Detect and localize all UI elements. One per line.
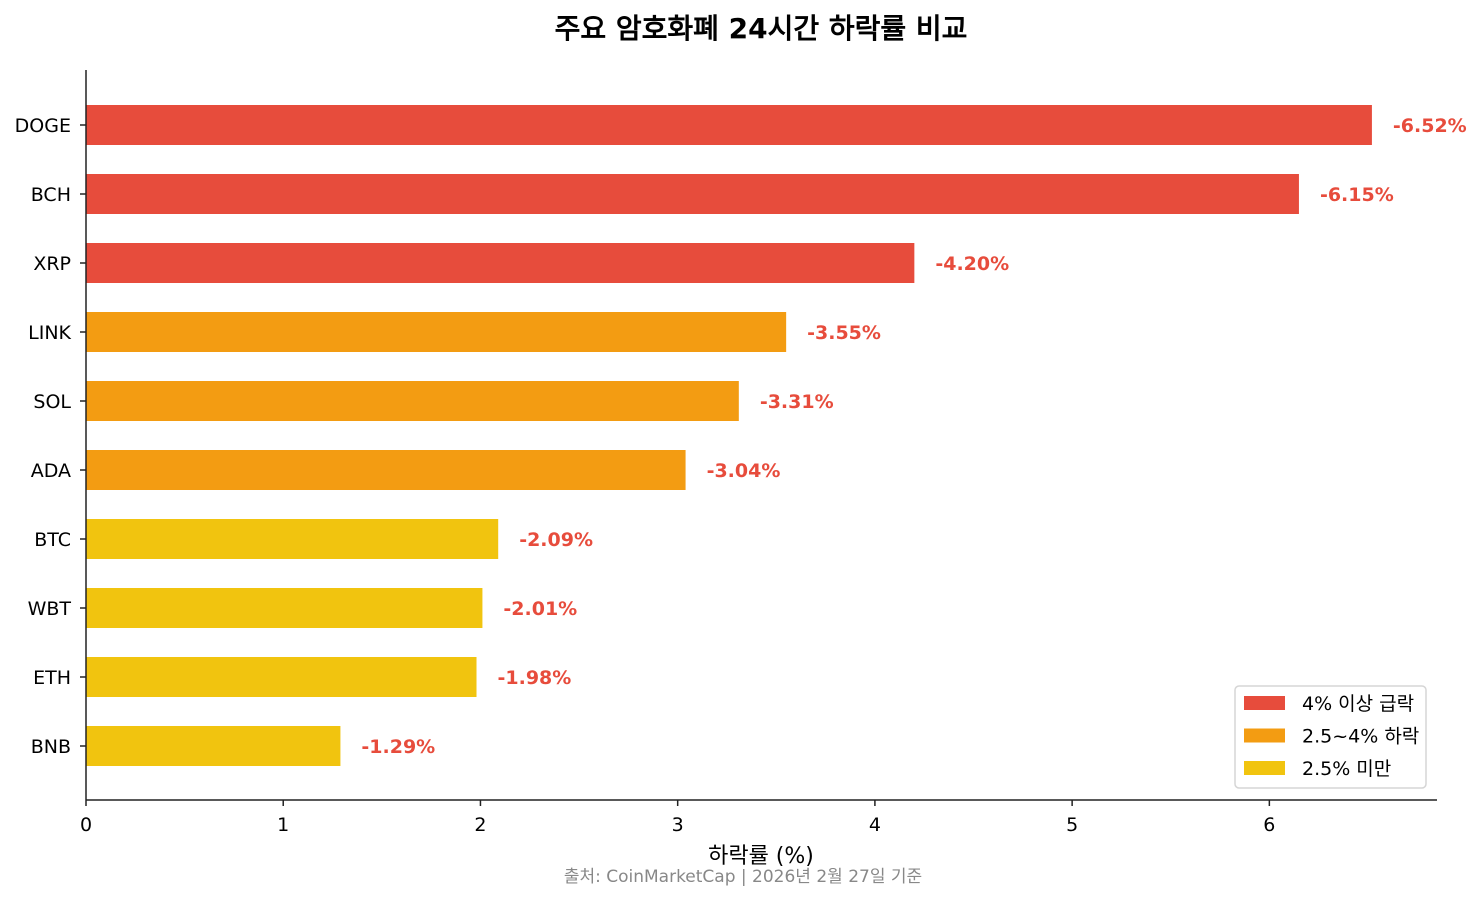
bar-doge [86, 105, 1372, 145]
bar-bnb [86, 726, 341, 766]
x-tick-label: 6 [1263, 814, 1275, 836]
bar-xrp [86, 243, 915, 283]
data-label: -2.01% [503, 598, 577, 620]
y-tick-label: BCH [31, 184, 71, 206]
data-label: -2.09% [519, 529, 593, 551]
data-label: -6.52% [1393, 115, 1467, 137]
y-tick-label: BTC [34, 529, 71, 551]
bar-eth [86, 657, 477, 697]
bar-bch [86, 174, 1299, 214]
x-tick-label: 4 [869, 814, 881, 836]
chart-title: 주요 암호화폐 24시간 하락률 비교 [555, 12, 968, 45]
x-tick-label: 0 [80, 814, 92, 836]
x-tick-label: 5 [1066, 814, 1078, 836]
data-label: -3.55% [807, 322, 881, 344]
legend-swatch [1244, 761, 1285, 775]
y-tick-label: ADA [31, 460, 71, 482]
data-label: -3.04% [707, 460, 781, 482]
legend-label: 2.5% 미만 [1302, 758, 1391, 780]
bar-ada [86, 450, 686, 490]
data-label: -1.29% [361, 736, 435, 758]
y-tick-label: LINK [28, 322, 71, 344]
legend-swatch [1244, 696, 1285, 710]
x-tick-label: 3 [672, 814, 684, 836]
data-label: -4.20% [935, 253, 1009, 275]
bar-wbt [86, 588, 483, 628]
legend-label: 4% 이상 급락 [1302, 693, 1414, 715]
data-label: -1.98% [498, 667, 572, 689]
legend-swatch [1244, 728, 1285, 743]
y-tick-label: DOGE [15, 115, 71, 137]
y-tick-label: XRP [33, 253, 71, 275]
legend: 4% 이상 급락 2.5~4% 하락 2.5% 미만 [1234, 685, 1427, 789]
source-note: 출처: CoinMarketCap | 2026년 2월 27일 기준 [564, 867, 922, 887]
data-label: -3.31% [760, 391, 834, 413]
y-tick-label: BNB [31, 736, 71, 758]
y-tick-label: ETH [33, 667, 71, 689]
data-label: -6.15% [1320, 184, 1394, 206]
bar-sol [86, 381, 739, 421]
x-tick-label: 1 [277, 814, 289, 836]
y-tick-label: WBT [28, 598, 72, 620]
bar-btc [86, 519, 499, 559]
x-axis-label: 하락률 (%) [708, 844, 814, 869]
legend-label: 2.5~4% 하락 [1302, 726, 1419, 748]
x-tick-label: 2 [474, 814, 486, 836]
y-tick-label: SOL [33, 391, 71, 413]
bar-link [86, 312, 787, 352]
